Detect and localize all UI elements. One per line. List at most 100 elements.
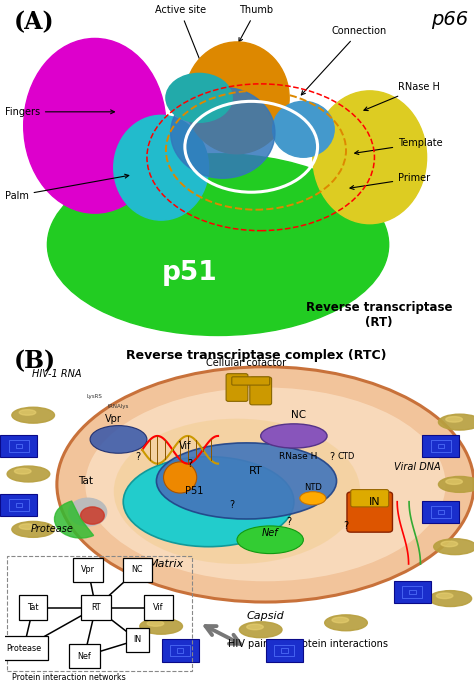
Text: Vpr: Vpr xyxy=(81,565,95,574)
FancyBboxPatch shape xyxy=(144,595,173,620)
FancyBboxPatch shape xyxy=(232,376,270,385)
Text: ?: ? xyxy=(187,459,192,468)
FancyBboxPatch shape xyxy=(351,490,389,507)
Ellipse shape xyxy=(114,116,209,220)
Text: NC: NC xyxy=(132,565,143,574)
Circle shape xyxy=(69,498,107,526)
Ellipse shape xyxy=(239,621,282,638)
Text: Thumb: Thumb xyxy=(239,6,273,42)
Ellipse shape xyxy=(171,87,275,179)
FancyBboxPatch shape xyxy=(0,636,48,660)
Text: RNase H: RNase H xyxy=(280,452,318,462)
Ellipse shape xyxy=(19,524,36,529)
Text: Primer: Primer xyxy=(350,173,430,190)
Text: RT: RT xyxy=(249,466,263,475)
Text: Vpr: Vpr xyxy=(105,414,122,424)
Ellipse shape xyxy=(19,410,36,415)
Ellipse shape xyxy=(57,367,474,602)
Ellipse shape xyxy=(332,617,348,623)
Text: Protease: Protease xyxy=(6,644,41,653)
Ellipse shape xyxy=(438,476,474,493)
Ellipse shape xyxy=(156,443,337,519)
Text: p51: p51 xyxy=(162,260,218,286)
Ellipse shape xyxy=(47,154,389,336)
Text: NC: NC xyxy=(291,410,306,420)
Text: LysRS: LysRS xyxy=(87,394,103,399)
Ellipse shape xyxy=(7,466,50,482)
FancyBboxPatch shape xyxy=(0,494,37,516)
Ellipse shape xyxy=(247,624,264,630)
FancyBboxPatch shape xyxy=(347,492,392,532)
Text: ?: ? xyxy=(329,452,334,462)
Text: Tat: Tat xyxy=(27,603,39,612)
Text: ?: ? xyxy=(287,518,292,527)
FancyBboxPatch shape xyxy=(73,558,103,582)
Ellipse shape xyxy=(261,424,327,448)
Text: P51: P51 xyxy=(185,486,203,496)
Ellipse shape xyxy=(123,457,294,547)
Text: Nef: Nef xyxy=(262,528,279,538)
Ellipse shape xyxy=(273,101,334,157)
Ellipse shape xyxy=(85,388,446,581)
Text: tRNAlys: tRNAlys xyxy=(108,404,129,409)
Text: p66: p66 xyxy=(431,10,468,30)
Ellipse shape xyxy=(24,39,166,213)
Text: Palm: Palm xyxy=(5,174,129,201)
Text: Protease: Protease xyxy=(31,525,73,534)
Text: ?: ? xyxy=(135,452,140,462)
Ellipse shape xyxy=(436,593,453,599)
Text: Protein interaction networks: Protein interaction networks xyxy=(12,673,126,682)
Text: Matrix: Matrix xyxy=(148,559,183,569)
Ellipse shape xyxy=(441,541,457,547)
FancyBboxPatch shape xyxy=(69,644,100,668)
Text: CTD: CTD xyxy=(337,452,355,462)
Text: Vif: Vif xyxy=(153,603,164,612)
Ellipse shape xyxy=(300,491,326,505)
Ellipse shape xyxy=(90,426,147,453)
Ellipse shape xyxy=(446,479,462,484)
FancyBboxPatch shape xyxy=(19,595,47,620)
Circle shape xyxy=(81,507,104,525)
Ellipse shape xyxy=(12,407,55,424)
Ellipse shape xyxy=(438,414,474,430)
Ellipse shape xyxy=(185,42,289,154)
Text: Cellular cofactor: Cellular cofactor xyxy=(206,358,287,368)
FancyBboxPatch shape xyxy=(422,501,459,523)
Ellipse shape xyxy=(14,468,31,474)
Text: HIV-1 RNA: HIV-1 RNA xyxy=(32,369,82,379)
Text: Vif: Vif xyxy=(179,441,191,451)
FancyBboxPatch shape xyxy=(394,581,431,603)
Text: Reverse transcriptase complex (RTC): Reverse transcriptase complex (RTC) xyxy=(126,349,386,363)
Text: Active site: Active site xyxy=(155,6,206,66)
Ellipse shape xyxy=(446,417,462,422)
Ellipse shape xyxy=(166,73,232,122)
Text: IN: IN xyxy=(369,497,380,507)
Text: RT: RT xyxy=(91,603,100,612)
Text: (B): (B) xyxy=(14,349,56,374)
Text: ?: ? xyxy=(344,521,348,531)
Text: RNase H: RNase H xyxy=(364,82,440,111)
Ellipse shape xyxy=(237,526,303,554)
Ellipse shape xyxy=(114,419,360,564)
FancyBboxPatch shape xyxy=(250,377,272,405)
Text: NTD: NTD xyxy=(304,483,322,493)
FancyBboxPatch shape xyxy=(226,374,248,401)
FancyBboxPatch shape xyxy=(266,639,303,662)
Ellipse shape xyxy=(313,91,427,224)
Text: Template: Template xyxy=(355,138,443,154)
FancyBboxPatch shape xyxy=(162,639,199,662)
Ellipse shape xyxy=(429,591,472,606)
FancyBboxPatch shape xyxy=(81,595,111,620)
Text: (A): (A) xyxy=(14,10,55,35)
Ellipse shape xyxy=(325,614,367,631)
Wedge shape xyxy=(55,501,94,538)
Ellipse shape xyxy=(12,522,55,537)
Text: Reverse transcriptase
(RT): Reverse transcriptase (RT) xyxy=(306,300,453,329)
FancyBboxPatch shape xyxy=(126,628,149,652)
FancyBboxPatch shape xyxy=(422,435,459,457)
Text: Connection: Connection xyxy=(301,26,387,95)
Text: IN: IN xyxy=(133,635,142,644)
Ellipse shape xyxy=(164,462,197,493)
Text: Nef: Nef xyxy=(77,652,91,661)
Text: Viral DNA: Viral DNA xyxy=(394,462,440,472)
